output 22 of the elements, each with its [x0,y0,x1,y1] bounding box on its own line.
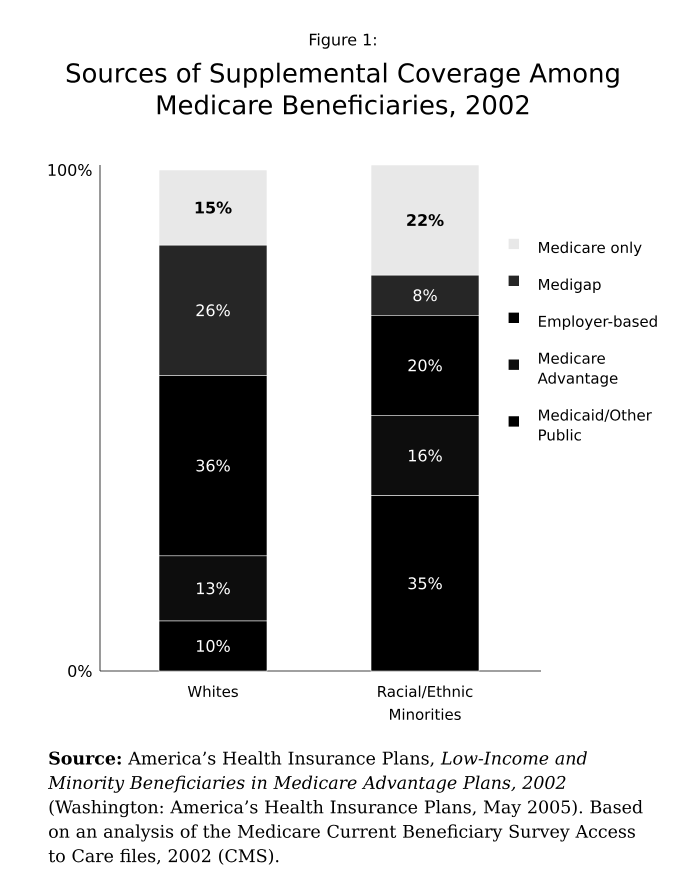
legend-label: Medicare Advantage [538,352,618,387]
x-tick-label: Racial/Ethnic Minorities [378,686,472,720]
legend-label: Medicaid/Other Public [539,409,652,441]
x-tick-label: Whites [188,686,238,698]
text: Source: America’s Health Insurance Plans, Low-Income and Minority Beneficiaries in Medicare Advantage Plans, 2002 (Washington: America’s Health Insurance Plans, May 2005). Based on an analysis of the Medicare Current Beneficiary Survey Access to Care files, 2002 (CMS). [48,751,643,865]
data-label: 22% [407,214,444,226]
data-label: 36% [196,460,230,472]
data-label: 26% [196,304,230,316]
caption: Figure 1: [310,33,376,49]
legend-label: Employer-based [539,315,657,330]
data-label: 13% [197,582,230,594]
y-tick-label: 100% [48,164,92,176]
data-label: 15% [196,202,232,214]
y-tick-label: 0% [68,664,92,678]
data-label: 20% [408,359,442,372]
data-label: 16% [409,450,442,462]
data-label: 8% [413,289,437,302]
data-label: 10% [197,640,230,652]
legend-label: Medigap [539,278,601,293]
chart-title: Sources of Supplemental Coverage Among Medicare Beneficiaries, 2002 [66,62,619,118]
legend-label: Medicare only [539,242,642,256]
data-label: 35% [408,577,442,590]
